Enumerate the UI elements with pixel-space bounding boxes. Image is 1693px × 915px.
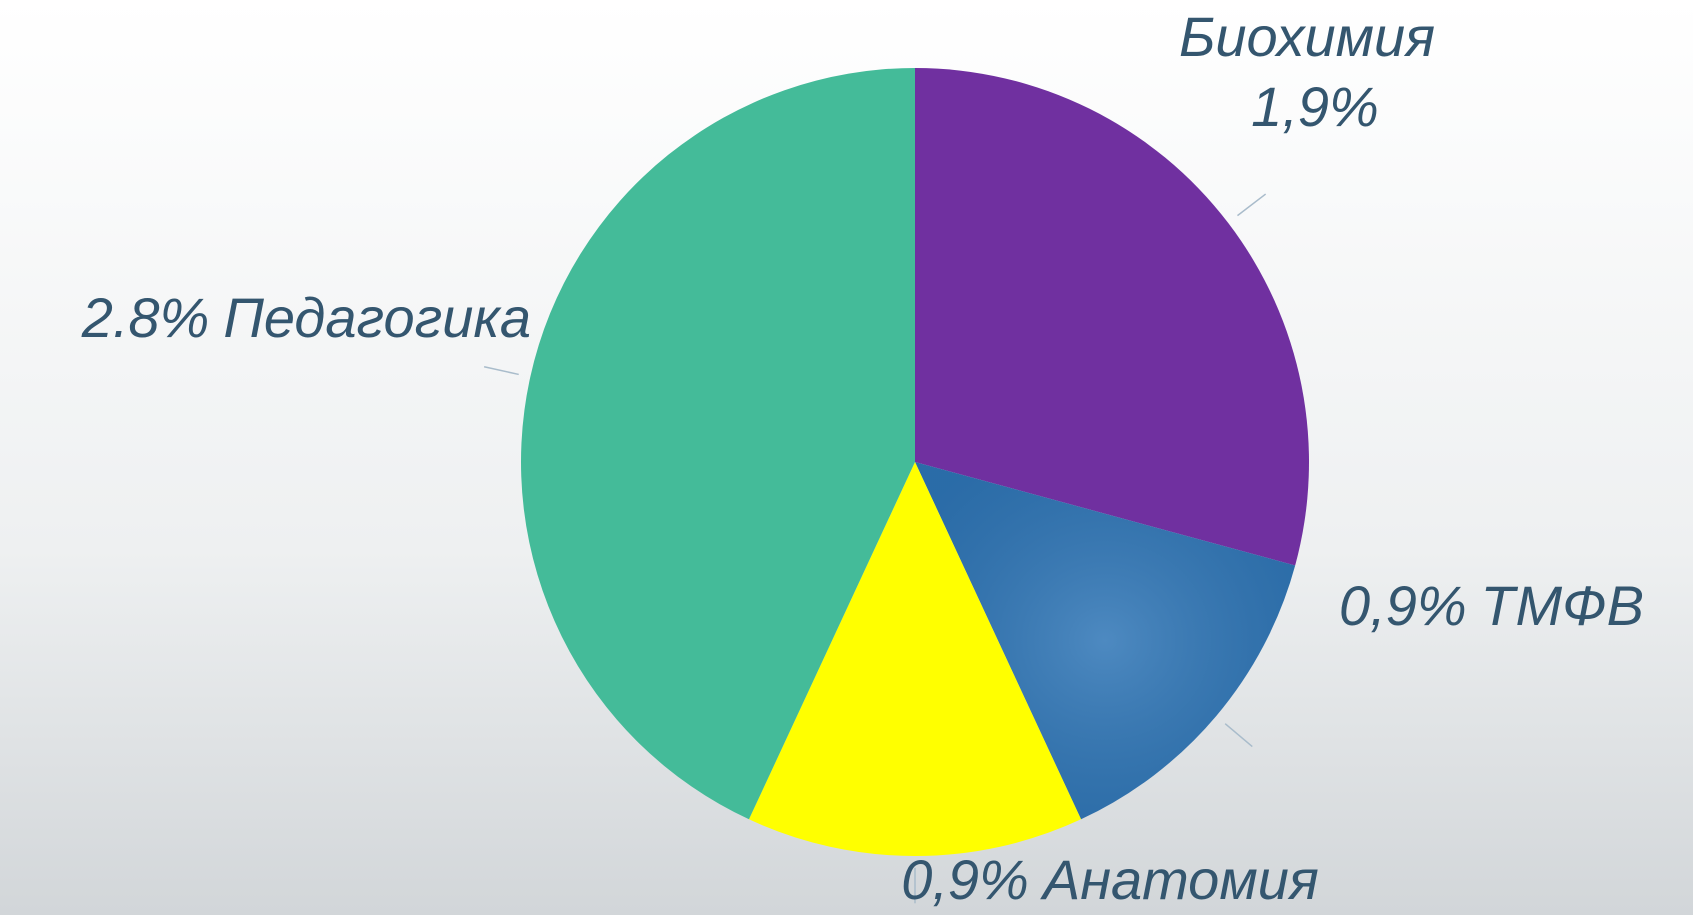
data-label: 0,9% Анатомия — [901, 848, 1319, 911]
pie-slice — [915, 68, 1310, 566]
leader-line — [483, 366, 519, 376]
category-label: ТМФВ — [1481, 574, 1644, 637]
slice-shine — [915, 462, 1296, 820]
data-label: Биохимия 1,9% — [1179, 5, 1435, 138]
category-label: Педагогика — [223, 286, 531, 349]
pie-slice — [748, 462, 1082, 856]
category-label: Биохимия — [1179, 5, 1435, 68]
value-label: 2.8% — [81, 286, 210, 349]
leader-line — [1237, 193, 1267, 217]
data-label: 0,9% ТМФВ — [1339, 574, 1644, 637]
value-label: 0,9% — [1339, 574, 1467, 637]
value-label: 0,9% — [901, 848, 1029, 911]
category-label: Анатомия — [1040, 848, 1319, 911]
pie-slice — [521, 68, 915, 820]
data-label: 2.8% Педагогика — [81, 286, 531, 349]
value-label: 1,9% — [1251, 75, 1379, 138]
pie — [521, 68, 1310, 856]
leader-line — [1224, 723, 1253, 748]
